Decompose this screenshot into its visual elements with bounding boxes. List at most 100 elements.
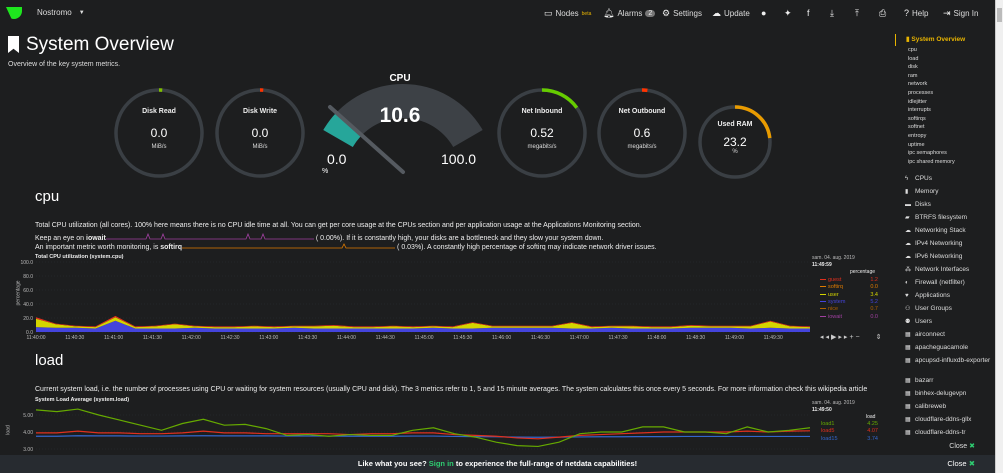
bookmark-icon: ▮: [906, 36, 912, 43]
sidebar-item[interactable]: ▦ airconnect: [895, 328, 995, 341]
sidebar-item[interactable]: ▦ apcupsd-influxdb-exporter: [895, 354, 995, 374]
cpu-gauge-needle: [328, 105, 405, 174]
sidebar-item-label: apcupsd-influxdb-exporter: [915, 357, 991, 365]
print-icon: ⎙: [879, 8, 887, 18]
load-line-load5: [36, 430, 811, 440]
caret-down-icon: ▼: [78, 9, 85, 16]
banner-close-button[interactable]: Close ✖: [947, 455, 975, 473]
cpu-chart-title: Total CPU utilization (system.cpu): [35, 254, 124, 260]
bolt-icon: ϟ: [905, 176, 909, 183]
softirq-value: ( 0.03%). A constantly high percentage o…: [397, 244, 657, 251]
sidebar-item[interactable]: ⚉ Users: [895, 315, 995, 328]
legend-value: 4.25: [867, 421, 878, 427]
sidebar-subitem-uptime[interactable]: uptime: [908, 141, 925, 148]
y-tick-label: 40.0: [23, 302, 33, 308]
sidebar-subitem-entropy[interactable]: entropy: [908, 132, 927, 139]
sidebar-item-label: apacheguacamole: [915, 344, 969, 352]
x-tick-label: 11:46:30: [531, 335, 550, 341]
sidebar-subitem-ipc-shared-memory[interactable]: ipc shared memory: [908, 158, 955, 165]
load-description: Current system load, i.e. the number of …: [35, 386, 868, 393]
help-button[interactable]: ? Help: [904, 8, 928, 18]
resize-icon[interactable]: ⇕: [875, 334, 884, 341]
nodes-button[interactable]: ▭ Nodes beta: [544, 8, 591, 19]
x-tick-label: 11:44:00: [337, 335, 356, 341]
x-tick-label: 11:48:00: [647, 335, 666, 341]
sidebar-subitem-ram[interactable]: ram: [908, 72, 918, 79]
softirq-label: softirq: [160, 244, 183, 251]
legend-name: iowait: [828, 313, 843, 320]
cpu-gauge-value: 10.6: [379, 104, 421, 127]
load-chart[interactable]: 5.00 4.00 3.00: [0, 400, 890, 455]
cpu-area-user: [36, 317, 810, 329]
zoom-in-icon[interactable]: +: [849, 334, 856, 341]
legend-value: 5.2: [870, 298, 878, 305]
twitter-button[interactable]: ✦: [784, 8, 792, 19]
sidebar-item[interactable]: ϟ CPUs: [895, 172, 995, 185]
sidebar-item[interactable]: ▬ Disks: [895, 198, 995, 211]
sidebar-item[interactable]: ◐ Firewall (netfilter): [895, 276, 995, 289]
sidebar-item[interactable]: ☁ IPv6 Networking: [895, 250, 995, 263]
cloud-icon: ☁: [905, 228, 911, 235]
x-tick-label: 11:43:30: [298, 335, 317, 341]
update-button[interactable]: ☁ Update: [712, 8, 750, 19]
host-menu[interactable]: Nostromo ▼: [37, 8, 85, 17]
sidebar-item[interactable]: ▰ BTRFS filesystem: [895, 211, 995, 224]
gauge-label: Net Inbound: [521, 108, 563, 115]
signin-button[interactable]: ⇥ Sign In: [943, 8, 978, 19]
sidebar-item-label: Network Interfaces: [915, 266, 970, 274]
sidebar-subitem-network[interactable]: network: [908, 81, 928, 88]
legend-name: guest: [828, 277, 842, 283]
zoom-out-icon[interactable]: −: [855, 334, 862, 341]
sidebar-item[interactable]: ▮ Memory: [895, 185, 995, 198]
load-chart-title: System Load Average (system.load): [35, 397, 130, 403]
pan-right-icon[interactable]: ▸▸: [838, 334, 850, 341]
sidebar-close-button[interactable]: Close ✖: [895, 442, 995, 450]
banner-text: Like what you see?: [357, 459, 429, 468]
sidebar-item[interactable]: ▦ calibreweb: [895, 400, 995, 413]
iowait-label: iowait: [86, 235, 106, 242]
sidebar-item[interactable]: ♥ Applications: [895, 289, 995, 302]
scrollbar[interactable]: [995, 0, 1003, 473]
sidebar-subitem-ipc-semaphores[interactable]: ipc semaphores: [908, 150, 947, 157]
sidebar-subitem-idlejitter[interactable]: idlejitter: [908, 98, 927, 105]
banner-signin-link[interactable]: Sign in: [428, 459, 454, 468]
facebook-icon: f: [807, 8, 810, 18]
alarms-button[interactable]: 🔔︎ Alarms 2: [603, 8, 656, 19]
upload-button[interactable]: ⤒: [855, 8, 859, 19]
sidebar-item[interactable]: ▦ cloudflare-ddns-gllx: [895, 413, 995, 426]
sidebar-subitem-processes[interactable]: processes: [908, 89, 934, 96]
sidebar-subitem-disk[interactable]: disk: [908, 64, 918, 71]
sidebar-subitem-softnet[interactable]: softnet: [908, 124, 925, 131]
pan-left-icon[interactable]: ◂◂: [820, 334, 832, 341]
download-button[interactable]: ⤓: [830, 8, 834, 19]
x-tick-label: 11:40:00: [26, 335, 45, 341]
sidebar-item[interactable]: ☁ Networking Stack: [895, 224, 995, 237]
sidebar-item[interactable]: ▦ bazarr: [895, 374, 995, 387]
facebook-button[interactable]: f: [807, 8, 810, 18]
settings-button[interactable]: ⚙ Settings: [662, 8, 702, 19]
sidebar-item[interactable]: ▦ apacheguacamole: [895, 341, 995, 354]
sidebar-item[interactable]: ⚇ User Groups: [895, 302, 995, 315]
sidebar-subitem-load[interactable]: load: [908, 55, 919, 62]
gear-icon: ⚙: [662, 8, 671, 18]
sidebar-item-label: cloudflare-ddns-gllx: [915, 416, 972, 424]
sidebar-item[interactable]: ▦ cloudflare-ddns-tr: [895, 426, 995, 439]
sidebar-item-label: cloudflare-ddns-tr: [915, 429, 966, 437]
sidebar-subitem-interrupts[interactable]: interrupts: [908, 107, 931, 114]
sidebar-subitem-cpu[interactable]: cpu: [908, 47, 917, 53]
x-tick-label: 11:41:30: [143, 335, 162, 341]
x-tick-label: 11:41:00: [104, 335, 123, 341]
cpu-chart-date: sam. 04. aug. 2019: [812, 255, 855, 261]
x-tick-label: 11:49:30: [764, 335, 783, 341]
grid-icon: ▦: [905, 391, 911, 398]
play-icon[interactable]: ▶: [831, 334, 839, 341]
sidebar-item[interactable]: ⁂ Network Interfaces: [895, 263, 995, 276]
sidebar-item[interactable]: ☁ IPv4 Networking: [895, 237, 995, 250]
sidebar-item-system-overview[interactable]: ▮ System Overview: [895, 34, 995, 46]
sidebar-subitem-softirqs[interactable]: softirqs: [908, 115, 926, 122]
sidebar-item[interactable]: ▦ binhex-delugevpn: [895, 387, 995, 400]
github-button[interactable]: ●: [761, 8, 766, 18]
cpu-area-system: [36, 320, 810, 332]
cpu-chart[interactable]: 100.080.060.040.020.00.011:40:00 11:40:30…: [0, 255, 890, 345]
print-button[interactable]: ⎙: [879, 8, 886, 19]
